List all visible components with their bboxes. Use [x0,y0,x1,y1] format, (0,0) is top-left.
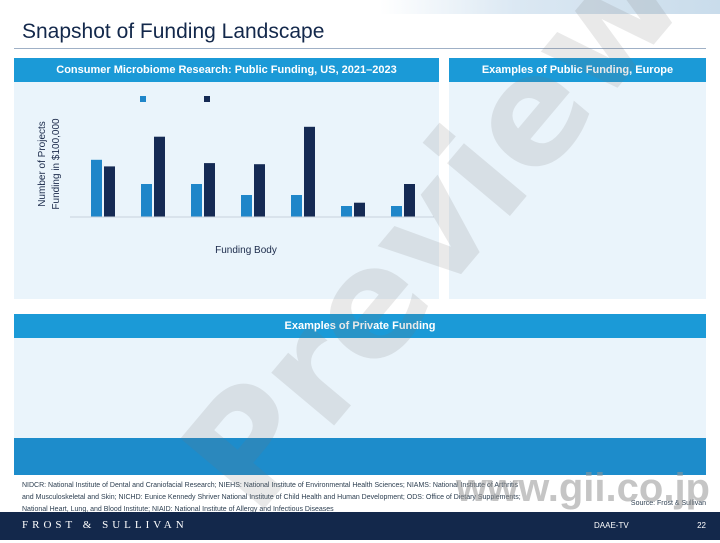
private-funding-band [14,438,706,475]
abbreviation-footnote: NIDCR: National Institute of Dental and … [22,480,712,516]
y-axis-label-line1: Number of Projects [37,121,48,207]
brand-logo-text: FROST & SULLIVAN [22,519,188,531]
footer-bar: FROST & SULLIVAN DAAE-TV 22 [0,512,720,540]
page-title: Snapshot of Funding Landscape [22,20,325,43]
bar-series-2-group-5 [304,126,315,217]
bar-series-1-group-3 [191,184,202,217]
us-funding-panel-title: Consumer Microbiome Research: Public Fun… [14,58,439,82]
bar-series-1-group-1 [91,159,102,217]
source-note: Source: Frost & Sullivan [630,500,706,507]
report-code: DAAE-TV [594,521,629,530]
bar-series-1-group-5 [291,195,302,217]
y-axis-label-line2: Funding in $100,000 [51,118,62,210]
bar-series-1-group-6 [341,206,352,217]
bar-series-2-group-7 [404,184,415,217]
top-bar [0,0,720,14]
footnote-line-2: and Musculoskeletal and Skin; NICHD: Eun… [22,494,521,501]
title-divider [14,48,706,49]
legend-marker-series-2 [204,96,210,102]
chart-bars [91,126,415,217]
x-axis-label: Funding Body [215,245,277,256]
legend-marker-series-1 [140,96,146,102]
chart-legend [140,96,210,102]
footnote-line-1: NIDCR: National Institute of Dental and … [22,482,519,489]
bar-series-1-group-2 [141,184,152,217]
site-watermark: www.gii.co.jp [455,466,710,510]
private-funding-panel: Examples of Private Funding [14,314,706,475]
bar-series-1-group-7 [391,206,402,217]
us-funding-panel: Consumer Microbiome Research: Public Fun… [14,58,439,299]
top-bar-accent [380,0,720,14]
footnote-line-3: National Heart, Lung, and Blood Institut… [22,506,334,513]
bar-series-2-group-1 [104,166,115,217]
private-funding-panel-title: Examples of Private Funding [14,314,706,338]
bar-series-2-group-4 [254,164,265,217]
bar-series-2-group-6 [354,202,365,217]
europe-funding-panel-title: Examples of Public Funding, Europe [449,58,706,82]
bar-series-1-group-4 [241,195,252,217]
bar-series-2-group-3 [204,163,215,217]
europe-funding-panel: Examples of Public Funding, Europe [449,58,706,299]
us-funding-bar-chart: Funding Body Number of Projects Funding … [37,96,434,256]
page-number: 22 [697,521,706,530]
bar-series-2-group-2 [154,136,165,217]
